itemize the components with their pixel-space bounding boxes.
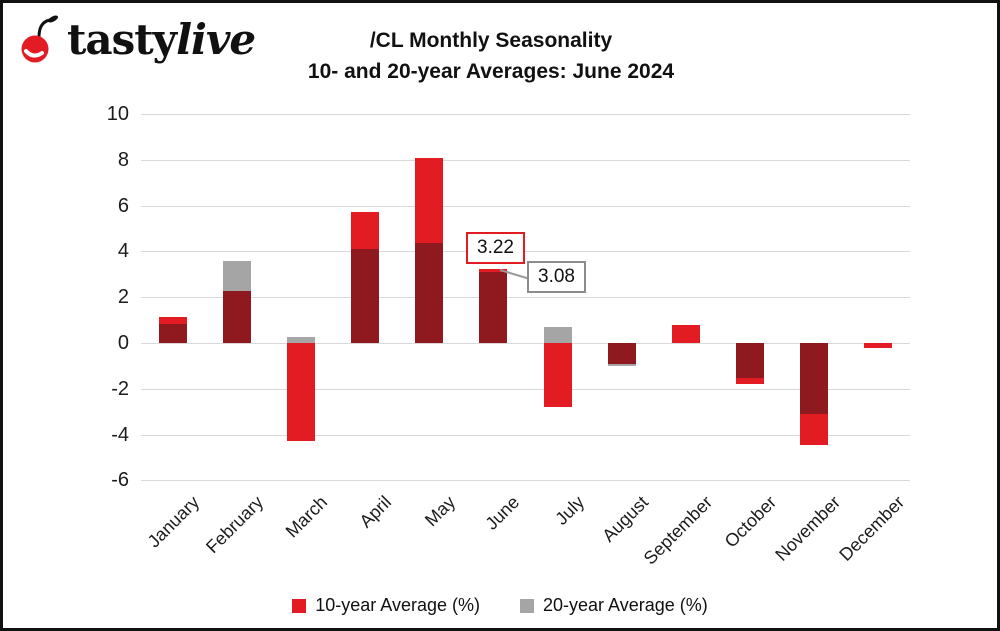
bar-segment-december — [864, 343, 892, 348]
bar-segment-january — [159, 317, 187, 324]
y-axis-tick-label: 10 — [106, 103, 129, 125]
bar-segment-october — [736, 343, 764, 378]
bar-segment-november — [800, 414, 828, 445]
bar-segment-june — [479, 272, 507, 343]
callout-10yr-june: 3.22 — [466, 232, 525, 264]
y-axis-tick-label: -4 — [111, 424, 129, 446]
bar-segment-april — [351, 249, 379, 343]
gridline-y-4 — [141, 435, 910, 436]
y-axis-tick-label: 8 — [117, 149, 129, 171]
chart-subtitle: 10- and 20-year Averages: June 2024 — [307, 60, 675, 83]
y-axis-tick-label: 6 — [117, 195, 129, 217]
bar-segment-october — [736, 378, 764, 384]
bar-segment-august — [608, 343, 636, 364]
legend-swatch-10yr-icon — [292, 598, 307, 613]
bar-segment-march — [287, 337, 315, 343]
bar-segment-august — [608, 364, 636, 366]
chart-titles: /CL Monthly Seasonality 10- and 20-year … — [241, 25, 741, 87]
gridline-y8 — [141, 160, 910, 161]
tastylive-logo: tastylive — [19, 15, 256, 65]
bar-segment-july — [544, 327, 572, 343]
y-axis-tick-label: 4 — [117, 240, 129, 262]
chart-title: /CL Monthly Seasonality — [369, 29, 613, 52]
bar-segment-february — [223, 261, 251, 291]
bar-segment-july — [544, 343, 572, 407]
callout-20yr-june: 3.08 — [527, 261, 586, 293]
y-axis-tick-label: -2 — [111, 378, 129, 400]
legend: 10-year Average (%) 20-year Average (%) — [3, 595, 997, 616]
legend-item-20yr: 20-year Average (%) — [520, 595, 708, 616]
legend-swatch-20yr-icon — [520, 598, 534, 613]
gridline-y-2 — [141, 389, 910, 390]
bar-segment-june — [479, 269, 507, 272]
bar-segment-november — [800, 343, 828, 414]
y-axis-tick-label: -6 — [111, 469, 129, 491]
brand-name: tastylive — [67, 15, 256, 64]
plot-area: 10 8 6 4 2 0 -2 -4 -6 January February March April Ma… — [3, 3, 997, 628]
bar-segment-april — [351, 212, 379, 249]
legend-label-10yr: 10-year Average (%) — [315, 595, 480, 615]
gridline-y6 — [141, 206, 910, 207]
y-axis-tick-label: 2 — [117, 286, 129, 308]
gridline-y-6 — [141, 480, 910, 481]
legend-item-10yr: 10-year Average (%) — [292, 595, 480, 616]
bar-segment-march — [287, 343, 315, 441]
y-axis-tick-label: 0 — [117, 332, 129, 354]
bar-segment-january — [159, 324, 187, 343]
callout-leader-line — [499, 269, 531, 280]
legend-label-20yr: 20-year Average (%) — [543, 595, 708, 615]
gridline-y4 — [141, 251, 910, 252]
bar-segment-may — [415, 158, 443, 243]
bar-segment-may — [415, 242, 443, 343]
gridline-y2 — [141, 297, 910, 298]
bar-segment-september — [672, 325, 700, 343]
gridline-y0 — [141, 343, 910, 344]
bar-segment-february — [223, 290, 251, 343]
gridline-y10 — [141, 114, 910, 115]
cherry-icon — [21, 15, 59, 63]
